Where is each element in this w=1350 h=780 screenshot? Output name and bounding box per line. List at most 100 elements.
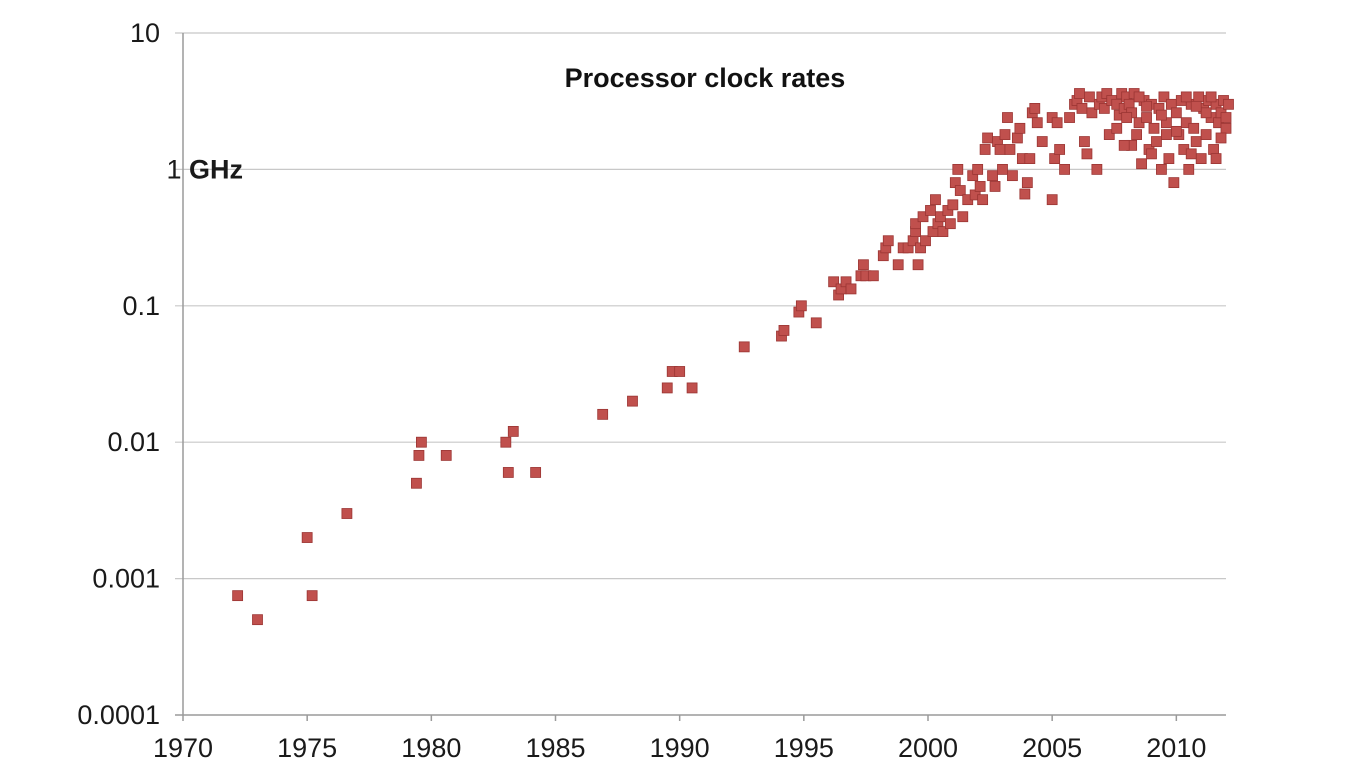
data-point xyxy=(1170,107,1182,119)
data-point xyxy=(778,325,790,336)
data-point xyxy=(999,129,1011,140)
data-point xyxy=(912,259,924,271)
data-point xyxy=(997,163,1008,175)
data-point xyxy=(597,408,609,420)
data-point xyxy=(1148,122,1160,134)
data-point xyxy=(1180,91,1192,103)
data-point xyxy=(1086,107,1098,119)
data-point xyxy=(1190,136,1202,147)
data-point xyxy=(1079,136,1090,147)
data-point xyxy=(415,436,427,448)
data-point xyxy=(1161,129,1172,140)
data-point xyxy=(974,181,986,192)
data-point xyxy=(944,218,956,230)
data-point xyxy=(952,163,964,175)
data-point xyxy=(306,590,318,602)
data-point xyxy=(954,185,966,196)
data-point xyxy=(1131,129,1142,140)
data-point xyxy=(1183,163,1195,175)
data-point xyxy=(917,211,929,223)
data-point xyxy=(502,467,514,478)
data-point xyxy=(1200,129,1212,140)
y-tick-label: 0.1 xyxy=(122,291,160,321)
data-point xyxy=(1141,112,1152,123)
data-point xyxy=(1098,103,1110,114)
data-point xyxy=(1051,117,1063,129)
data-point xyxy=(947,199,959,211)
data-point xyxy=(1158,91,1170,103)
data-point xyxy=(1180,117,1192,129)
data-point xyxy=(1091,163,1103,175)
x-tick-label: 2000 xyxy=(898,733,958,763)
x-tick-label: 2005 xyxy=(1022,733,1082,763)
data-point xyxy=(686,382,698,394)
data-point xyxy=(858,259,869,271)
data-point xyxy=(440,450,452,461)
data-point xyxy=(828,276,840,288)
data-point xyxy=(957,211,969,223)
gridlines xyxy=(175,32,1226,580)
data-point xyxy=(1136,158,1147,170)
data-point xyxy=(1151,136,1162,147)
data-point xyxy=(1021,177,1033,189)
data-point xyxy=(530,467,542,478)
data-point xyxy=(987,170,998,182)
data-point xyxy=(1215,132,1227,144)
data-point xyxy=(232,590,244,602)
data-point xyxy=(1031,117,1043,129)
x-tick-label: 2010 xyxy=(1146,733,1206,763)
data-point xyxy=(1064,112,1075,123)
axes xyxy=(175,33,1226,716)
data-point xyxy=(1111,122,1123,134)
data-point xyxy=(411,477,422,489)
data-point xyxy=(920,235,931,247)
data-point xyxy=(867,270,879,282)
data-point xyxy=(930,194,941,206)
data-point xyxy=(1133,91,1145,103)
data-point xyxy=(1190,100,1202,112)
data-point xyxy=(1081,148,1093,160)
data-point xyxy=(1074,88,1085,99)
data-point xyxy=(1163,153,1175,164)
y-tick-label: 0.01 xyxy=(107,427,160,457)
data-point xyxy=(674,366,686,377)
x-tick-label: 1980 xyxy=(401,733,461,763)
data-point xyxy=(979,144,991,155)
data-point xyxy=(1084,91,1095,103)
data-point xyxy=(994,144,1006,155)
data-point xyxy=(1195,153,1207,164)
data-point xyxy=(977,194,989,206)
data-point xyxy=(341,508,353,519)
y-tick-label: 0.001 xyxy=(92,564,160,594)
data-point xyxy=(925,205,936,216)
y-tick-label: 1 GHz xyxy=(166,154,243,184)
data-point xyxy=(661,382,673,394)
data-point xyxy=(1024,153,1036,164)
data-point xyxy=(1193,91,1205,103)
data-point xyxy=(1220,112,1232,123)
data-point xyxy=(882,235,894,247)
y-tick-labels: 10 1 GHz 0.1 0.01 0.001 0.0001 xyxy=(77,18,243,730)
data-point xyxy=(1118,139,1130,151)
data-point xyxy=(627,395,638,407)
data-point xyxy=(1012,132,1023,144)
data-point xyxy=(1210,153,1222,164)
data-point xyxy=(1146,148,1157,160)
data-point xyxy=(1019,188,1031,200)
data-point xyxy=(1059,163,1070,175)
data-point xyxy=(1205,91,1217,103)
data-point xyxy=(1168,177,1180,189)
data-point xyxy=(1076,103,1088,114)
y-tick-label: 0.0001 xyxy=(77,700,160,730)
data-point xyxy=(1002,112,1013,123)
data-point xyxy=(1185,148,1197,160)
data-point xyxy=(1049,153,1061,164)
data-point xyxy=(845,283,857,295)
data-point xyxy=(1007,170,1018,182)
x-tick-labels: 1970 1975 1980 1985 1990 1995 2000 2005 2010 xyxy=(153,715,1206,763)
data-point xyxy=(301,532,313,543)
data-point xyxy=(989,181,1001,192)
data-point xyxy=(738,341,750,353)
data-point xyxy=(1014,122,1026,134)
